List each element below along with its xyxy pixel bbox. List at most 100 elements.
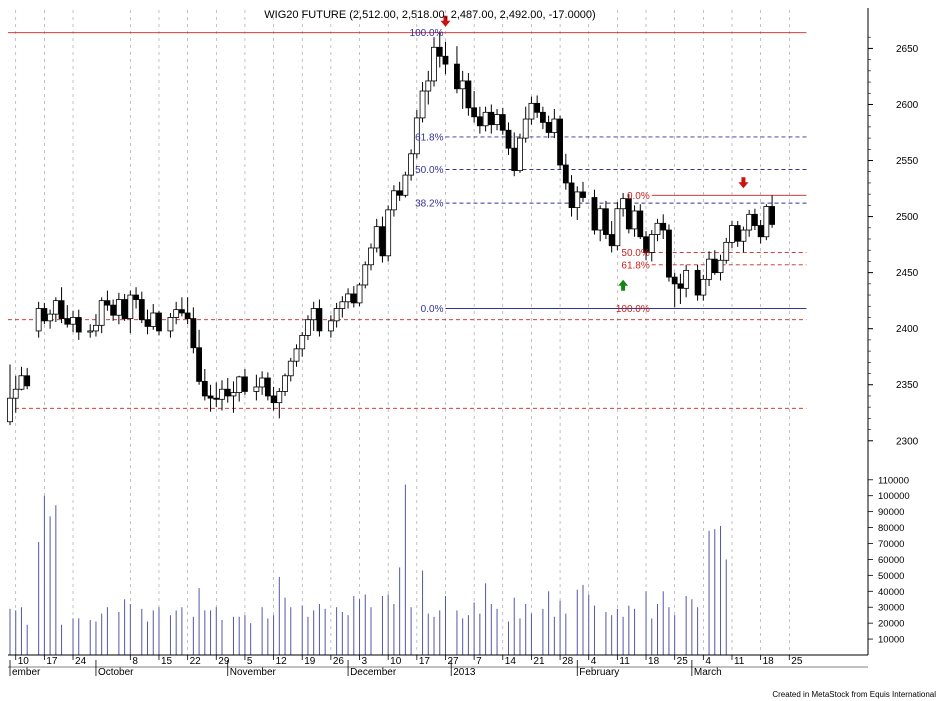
candle-body [236,376,243,393]
volume-tick-label: 110000 [878,475,909,486]
candle [282,373,288,396]
candle [625,194,632,234]
candle-body [138,299,145,321]
candle-body [87,330,94,333]
candle [379,216,386,263]
date-tick-label: 10 [18,656,30,667]
candle-body [253,386,260,392]
candle [270,386,277,411]
candle-body [637,210,644,238]
volume-tick-label: 50000 [878,571,904,582]
candle-body [178,309,185,314]
candle-body [18,375,25,390]
candle [528,96,535,125]
candle [333,302,340,328]
date-tick-label: 12 [276,656,288,667]
candle [402,171,409,198]
candle [706,251,712,287]
date-tick-label: 25 [677,656,689,667]
candle-body [752,213,758,226]
candle-body [333,308,340,322]
candle-body [528,102,535,120]
candle-body [385,209,392,257]
volume-tick-label: 100000 [878,491,910,502]
price-tick-label: 2350 [896,380,919,391]
fibonacci-labels: 100.0%61.8%50.0%38.2%0.0%0.0%50.0%61.8%1… [410,28,650,315]
date-tick-label: 28 [562,656,574,667]
candle-body [545,122,552,133]
candle [121,293,128,321]
candle [413,110,420,159]
candle-body [207,395,214,399]
candle-body [471,107,478,118]
candle-body [597,208,604,231]
candle [459,70,466,109]
candle [18,366,25,391]
candle [419,82,426,123]
volume-tick-label: 90000 [878,507,904,518]
chart-footer: Created in MetaStock from Equis Internat… [772,690,936,699]
candle-body [12,388,19,399]
candle [242,369,248,395]
fib-label: 50.0% [415,165,443,176]
date-tick-label: 7 [476,656,482,667]
candle-body [24,375,31,387]
candle-body [482,111,489,127]
candle-body [643,236,649,253]
candle-body [454,63,460,90]
candle-body [190,318,197,349]
candle-body [362,264,369,286]
candle-body [184,312,191,319]
candle-body [396,190,403,196]
candle [574,186,581,220]
candle [545,115,552,139]
month-label: February [579,667,619,678]
candle-body [287,360,294,377]
candle [740,226,747,253]
candle [173,301,180,325]
volume-tick-label: 70000 [878,539,904,550]
candle [310,301,317,331]
fib-label: 38.2% [415,199,443,210]
candle [711,250,718,275]
candle [350,286,357,308]
candle [431,37,437,87]
month-label: November [230,667,277,678]
candle [666,224,672,282]
candle [373,218,380,253]
candle-body [156,312,162,332]
candle-body [757,225,764,238]
price-tick-label: 2600 [896,100,919,111]
candle-body [110,304,117,316]
month-label: ember [12,667,41,678]
candle-body [763,206,770,238]
candle-body [368,247,374,266]
candle [752,208,758,231]
month-label: December [350,667,397,678]
candle [98,297,105,334]
candle [104,290,111,311]
candle [70,310,76,333]
price-tick-label: 2450 [896,268,919,279]
candle [253,374,260,401]
candle-body [591,197,598,231]
candle-body [562,164,569,184]
candle-body [539,111,546,123]
date-tick-label: 25 [791,656,803,667]
candle [356,282,363,307]
candle-body [557,118,563,166]
candle [442,41,449,75]
candle-body [431,46,437,82]
candle [637,204,644,239]
candle-body [413,117,420,155]
candle [47,309,54,329]
x-axis-ticks: 10 17 24 8 15 22 29 5 12 19 26 3 10 17 27 7 14 21 28 4 11 18 2… [8,655,868,678]
date-tick-label: 18 [648,656,660,667]
volume-tick-label: 10000 [878,635,904,646]
candle [316,299,323,337]
candle-body [345,293,351,303]
candle [408,149,415,181]
candle-body [64,318,71,325]
candle-body [115,299,122,316]
date-tick-label: 21 [533,656,545,667]
